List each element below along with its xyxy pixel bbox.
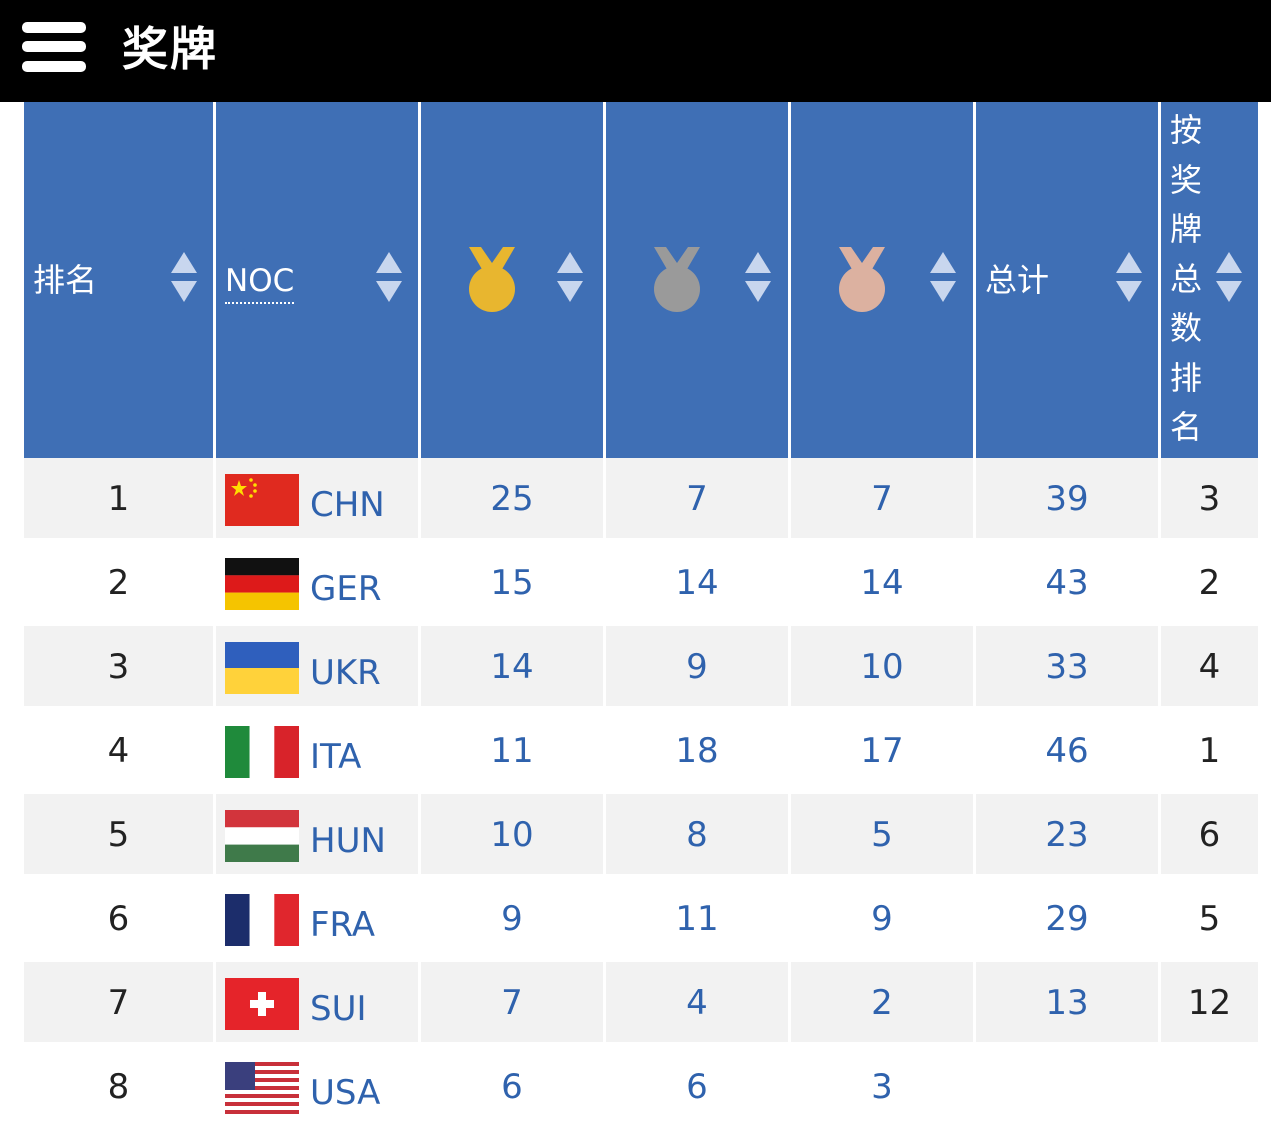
noc-code[interactable]: USA (310, 1073, 381, 1113)
column-header-total-rank[interactable]: 按 奖 牌 总 数 排 名 (1161, 102, 1258, 458)
france-flag-icon (225, 894, 299, 946)
rank-cell: 1 (107, 479, 130, 519)
menu-icon[interactable] (22, 22, 86, 72)
total-rank-cell: 4 (1198, 647, 1221, 687)
top-bar: 奖牌 (0, 0, 1271, 102)
rank-cell: 7 (107, 983, 130, 1023)
noc-code[interactable]: GER (310, 569, 382, 609)
table-row[interactable]: 8 USA 6 6 3 (24, 1046, 1258, 1130)
gold-count: 9 (501, 899, 523, 939)
rank-cell: 6 (107, 899, 130, 939)
column-header-total[interactable]: 总计 (976, 102, 1158, 458)
table-row[interactable]: 1 CHN 25 7 7 39 3 (24, 458, 1258, 542)
total-count: 46 (1045, 731, 1089, 771)
gold-count: 6 (501, 1067, 523, 1107)
page-title: 奖牌 (122, 22, 218, 76)
column-header-bronze[interactable] (791, 102, 973, 458)
usa-flag-icon (225, 1062, 299, 1114)
column-header-silver[interactable] (606, 102, 788, 458)
silver-count: 7 (686, 479, 708, 519)
noc-code[interactable]: SUI (310, 989, 367, 1029)
total-rank-cell: 6 (1198, 815, 1221, 855)
silver-medal-icon (654, 247, 700, 312)
noc-code[interactable]: UKR (310, 653, 381, 693)
total-rank-cell: 5 (1198, 899, 1221, 939)
column-header-noc-label: NOC (225, 260, 295, 304)
sort-icon[interactable] (171, 252, 197, 304)
gold-count: 11 (490, 731, 534, 771)
column-header-noc[interactable]: NOC (216, 102, 418, 458)
bronze-count: 10 (860, 647, 904, 687)
table-row[interactable]: 5 HUN 10 8 5 23 6 (24, 794, 1258, 878)
noc-code[interactable]: FRA (310, 905, 376, 945)
sort-icon[interactable] (1116, 252, 1142, 304)
sort-icon[interactable] (745, 252, 771, 304)
silver-count: 11 (675, 899, 719, 939)
bronze-count: 17 (860, 731, 904, 771)
gold-medal-icon (469, 247, 515, 312)
sort-icon[interactable] (1216, 252, 1242, 304)
gold-count: 25 (490, 479, 534, 519)
table-row[interactable]: 7 SUI 7 4 2 13 12 (24, 962, 1258, 1046)
total-count: 23 (1045, 815, 1089, 855)
gold-count: 10 (490, 815, 534, 855)
china-flag-icon (225, 474, 299, 526)
total-count: 33 (1045, 647, 1089, 687)
silver-count: 8 (686, 815, 708, 855)
total-count: 39 (1045, 479, 1089, 519)
sort-icon[interactable] (376, 252, 402, 304)
italy-flag-icon (225, 726, 299, 778)
total-count: 13 (1045, 983, 1089, 1023)
gold-count: 15 (490, 563, 534, 603)
column-header-total-label: 总计 (985, 261, 1050, 299)
hungary-flag-icon (225, 810, 299, 862)
column-header-total-rank-label: 按 奖 牌 总 数 排 名 (1170, 111, 1203, 446)
noc-code[interactable]: ITA (310, 737, 362, 777)
table-row[interactable]: 3 UKR 14 9 10 33 4 (24, 626, 1258, 710)
silver-count: 9 (686, 647, 708, 687)
switzerland-flag-icon (225, 978, 299, 1030)
total-count: 29 (1045, 899, 1089, 939)
column-header-gold[interactable] (421, 102, 603, 458)
bronze-count: 2 (871, 983, 893, 1023)
gold-count: 14 (490, 647, 534, 687)
silver-count: 18 (675, 731, 719, 771)
bronze-count: 7 (871, 479, 893, 519)
sort-icon[interactable] (930, 252, 956, 304)
column-header-rank[interactable]: 排名 (24, 102, 213, 458)
total-count: 43 (1045, 563, 1089, 603)
table-row[interactable]: 2 GER 15 14 14 43 2 (24, 542, 1258, 626)
column-header-rank-label: 排名 (33, 261, 98, 299)
gold-count: 7 (501, 983, 523, 1023)
silver-count: 4 (686, 983, 708, 1023)
table-row[interactable]: 4 ITA 11 18 17 46 1 (24, 710, 1258, 794)
germany-flag-icon (225, 558, 299, 610)
total-rank-cell: 2 (1198, 563, 1221, 603)
noc-code[interactable]: CHN (310, 485, 385, 525)
total-rank-cell: 3 (1198, 479, 1221, 519)
bronze-count: 9 (871, 899, 893, 939)
ukraine-flag-icon (225, 642, 299, 694)
sort-icon[interactable] (557, 252, 583, 304)
bronze-medal-icon (839, 247, 885, 312)
table-row[interactable]: 6 FRA 9 11 9 29 5 (24, 878, 1258, 962)
rank-cell: 2 (107, 563, 130, 603)
rank-cell: 3 (107, 647, 130, 687)
rank-cell: 4 (107, 731, 130, 771)
total-rank-cell: 12 (1187, 983, 1232, 1023)
bronze-count: 5 (871, 815, 893, 855)
total-rank-cell: 1 (1198, 731, 1221, 771)
table-header: 排名 NOC (24, 102, 1258, 458)
silver-count: 6 (686, 1067, 708, 1107)
bronze-count: 14 (860, 563, 904, 603)
noc-code[interactable]: HUN (310, 821, 386, 861)
rank-cell: 8 (107, 1067, 130, 1107)
rank-cell: 5 (107, 815, 130, 855)
bronze-count: 3 (871, 1067, 893, 1107)
silver-count: 14 (675, 563, 719, 603)
